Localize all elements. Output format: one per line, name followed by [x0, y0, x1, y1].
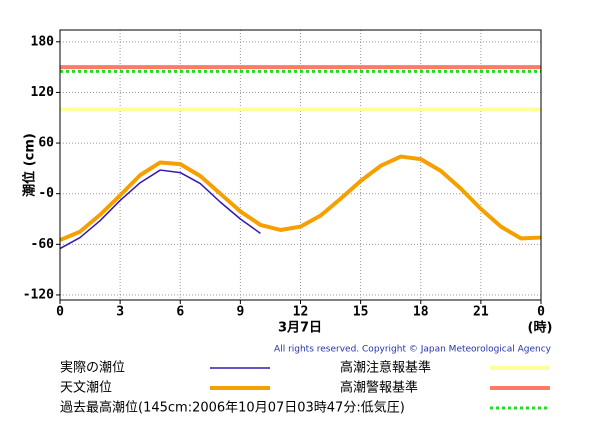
y-axis-label: 潮位 (cm): [22, 133, 38, 197]
x-tick-label: 9: [236, 305, 244, 320]
plot-border: [59, 29, 542, 301]
x-tick-label: 15: [353, 305, 369, 320]
legend-label: 過去最高潮位(145cm:2006年10月07日03時47分:低気圧): [60, 400, 405, 416]
copyright: All rights reserved. Copyright © Japan M…: [274, 345, 552, 355]
series-line: [59, 154, 542, 242]
y-tick-label: -60: [31, 237, 55, 252]
x-tick-label: 6: [176, 305, 184, 320]
y-tick-label: 60: [38, 136, 54, 151]
x-tick-label: 0: [537, 305, 545, 320]
series-line: [59, 169, 261, 250]
y-tick-label: 180: [31, 34, 55, 49]
x-tick-label: 0: [56, 305, 64, 320]
y-tick-label: -0: [38, 186, 54, 201]
x-tick-label: 12: [293, 305, 309, 320]
x-tick-label: 21: [473, 305, 489, 320]
x-tick-label: 3: [116, 305, 124, 320]
legend-label: 高潮注意報基準: [340, 360, 431, 376]
x-axis-label: 3月7日: [278, 321, 322, 336]
x-unit: (時): [528, 320, 553, 336]
legend-label: 天文潮位: [60, 381, 112, 396]
legend-label: 実際の潮位: [60, 360, 125, 376]
legend-label: 高潮警報基準: [340, 380, 418, 396]
y-tick-label: 120: [31, 85, 55, 100]
y-tick-label: -120: [23, 287, 54, 302]
x-tick-label: 18: [413, 305, 429, 320]
